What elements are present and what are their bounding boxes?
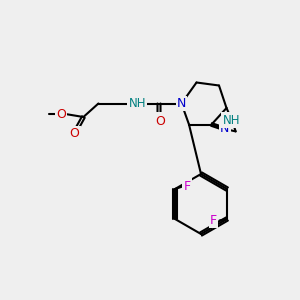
Text: O: O <box>156 113 165 127</box>
Text: F: F <box>184 179 190 193</box>
Text: O: O <box>156 115 165 128</box>
Text: N: N <box>220 122 230 136</box>
Text: NH: NH <box>129 97 146 110</box>
Text: O: O <box>154 118 164 131</box>
Text: O: O <box>70 127 79 140</box>
Text: F: F <box>210 214 217 227</box>
Text: O: O <box>56 107 66 121</box>
Text: N: N <box>177 97 186 110</box>
Text: NH: NH <box>223 114 240 127</box>
